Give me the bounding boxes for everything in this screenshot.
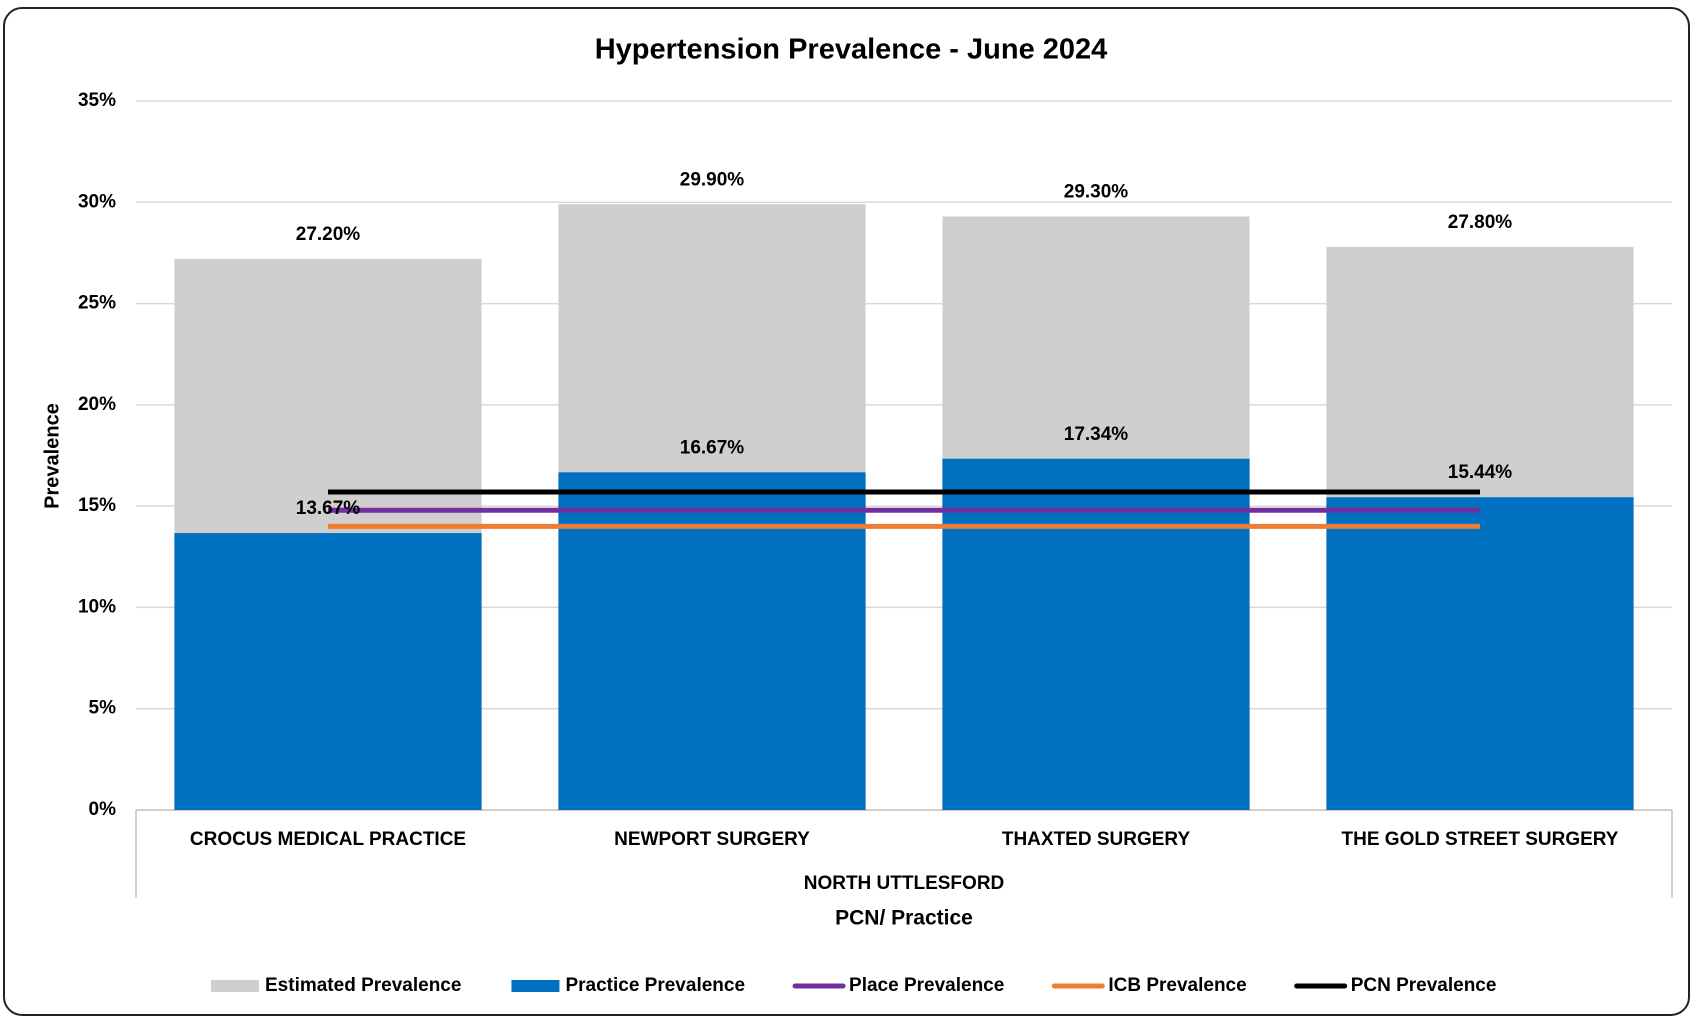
bar [558,472,866,810]
x-tick-label: NEWPORT SURGERY [614,829,810,850]
y-tick-label: 20% [78,394,116,415]
y-tick-label: 0% [89,799,117,820]
y-tick-label: 30% [78,191,116,212]
legend-label: Estimated Prevalence [265,975,461,996]
y-tick-label: 15% [78,495,116,516]
legend-swatch [511,980,560,992]
x-tick-label: CROCUS MEDICAL PRACTICE [190,829,466,850]
bar [942,458,1250,810]
chart-title: Hypertension Prevalence - June 2024 [595,34,1108,66]
y-axis-title: Prevalence [41,403,63,509]
legend-label: Place Prevalence [849,975,1004,996]
data-label: 17.34% [1064,424,1129,445]
y-tick-label: 25% [78,293,116,314]
data-label: 15.44% [1448,462,1513,483]
data-label: 29.30% [1064,181,1129,202]
data-label: 27.80% [1448,212,1513,233]
x-axis-title: PCN/ Practice [835,907,973,930]
y-tick-label: 35% [78,90,116,111]
legend-swatch [211,980,259,992]
bar [174,533,482,810]
x-tick-label: THE GOLD STREET SURGERY [1342,829,1619,850]
legend-label: PCN Prevalence [1351,975,1497,996]
data-label: 27.20% [296,224,361,245]
bar [1326,497,1634,810]
group-label: NORTH UTTLESFORD [804,873,1005,894]
legend-label: Practice Prevalence [565,975,745,996]
x-tick-label: THAXTED SURGERY [1002,829,1191,850]
legend-label: ICB Prevalence [1108,975,1246,996]
data-label: 29.90% [680,169,745,190]
data-label: 16.67% [680,437,745,458]
y-tick-label: 5% [89,698,117,719]
y-tick-label: 10% [78,596,116,617]
data-label: 13.67% [296,498,361,519]
